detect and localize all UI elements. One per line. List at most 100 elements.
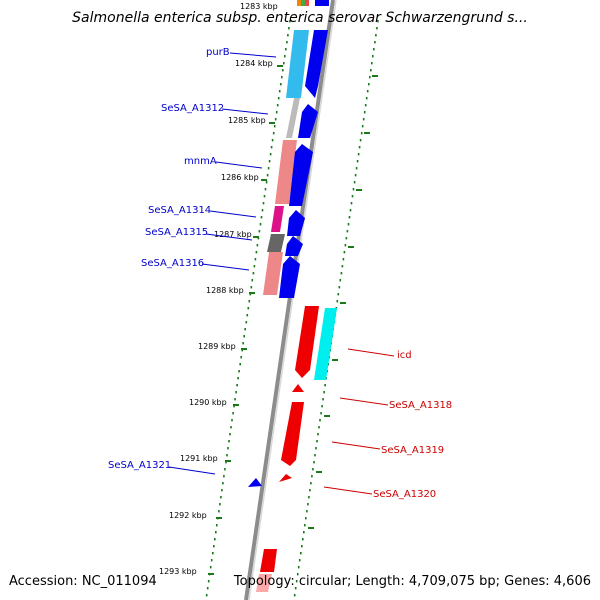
label-SeSA_A1319[interactable]: SeSA_A1319 bbox=[381, 445, 444, 456]
feature-cds-SeSA_A1312[interactable] bbox=[298, 104, 318, 138]
feature-cog-purB[interactable] bbox=[286, 30, 309, 98]
track-dot bbox=[372, 55, 374, 58]
track-dot bbox=[219, 503, 221, 506]
feature-cog-SeSA_A1314[interactable] bbox=[271, 206, 284, 232]
track-dot bbox=[345, 237, 348, 240]
feature-cds-icd[interactable] bbox=[295, 306, 319, 378]
feature-cog-SeSA_A1315[interactable] bbox=[267, 234, 285, 252]
track-dot bbox=[307, 503, 309, 506]
scale-label-partial: 1283 kbp bbox=[240, 2, 278, 11]
track-dot bbox=[376, 27, 378, 30]
cog-track-forward bbox=[263, 30, 309, 295]
track-dot bbox=[260, 216, 263, 219]
feature-cds-mnmA[interactable] bbox=[289, 144, 313, 206]
track-dot bbox=[281, 76, 283, 79]
track-dot bbox=[371, 62, 373, 65]
track-dot bbox=[311, 475, 313, 478]
track-dot bbox=[300, 552, 302, 555]
topology-text: Topology: circular; Length: 4,709,075 bp… bbox=[233, 574, 591, 589]
track-dot bbox=[228, 440, 230, 443]
label-SeSA_A1320[interactable]: SeSA_A1320 bbox=[373, 489, 436, 500]
track-dot bbox=[231, 419, 233, 422]
track-dot bbox=[316, 440, 318, 443]
track-dot bbox=[337, 293, 340, 296]
track-dot bbox=[355, 167, 358, 170]
feature-cds-SeSA_A1315[interactable] bbox=[285, 236, 303, 256]
scale-label: 1289 kbp bbox=[198, 342, 236, 351]
track-dot bbox=[226, 454, 228, 457]
track-dot bbox=[373, 48, 375, 51]
track-dot bbox=[352, 188, 355, 191]
label-mnmA[interactable]: mnmA bbox=[184, 156, 217, 167]
track-dot bbox=[303, 531, 305, 534]
feature-cds-SeSA_A1319[interactable] bbox=[281, 402, 304, 466]
scale-tick: 1286 kbp bbox=[221, 173, 267, 182]
track-dot bbox=[206, 587, 209, 590]
track-dot bbox=[309, 489, 311, 492]
track-dot bbox=[336, 300, 339, 303]
label-SeSA_A1321[interactable]: SeSA_A1321 bbox=[108, 460, 171, 471]
track-dot bbox=[235, 391, 237, 394]
label-purB[interactable]: purB bbox=[206, 47, 230, 58]
track-dot bbox=[255, 251, 258, 254]
feature-cds-SeSA_A1318[interactable] bbox=[292, 384, 304, 392]
track-dot bbox=[342, 258, 345, 261]
feature-cds-SeSA_A1320[interactable] bbox=[279, 474, 292, 482]
track-dot bbox=[286, 41, 288, 44]
label-SeSA_A1315[interactable]: SeSA_A1315 bbox=[145, 227, 208, 238]
feature-cds-SeSA_A1314[interactable] bbox=[287, 210, 305, 236]
label-icd[interactable]: icd bbox=[397, 350, 412, 361]
track-dot bbox=[341, 265, 344, 268]
dotted-track-lines bbox=[205, 20, 379, 597]
track-dot bbox=[280, 83, 282, 86]
feature-cds-SeSA_A1321[interactable] bbox=[248, 478, 262, 487]
backbone-line bbox=[244, 0, 335, 600]
track-dot bbox=[375, 34, 377, 37]
track-dot bbox=[313, 461, 315, 464]
track-dot bbox=[265, 181, 268, 184]
track-dot bbox=[259, 223, 262, 226]
scale-label: 1293 kbp bbox=[159, 567, 197, 576]
track-dot bbox=[366, 90, 369, 93]
track-dot bbox=[245, 321, 248, 324]
track-dot bbox=[278, 90, 281, 93]
track-dot bbox=[212, 552, 214, 555]
scale-label: 1286 kbp bbox=[221, 173, 259, 182]
feature-cog-mnmA[interactable] bbox=[275, 140, 297, 204]
track-dot bbox=[315, 447, 317, 450]
scale-tick: 1292 kbp bbox=[169, 511, 222, 520]
track-dot bbox=[308, 496, 310, 499]
scale-tick: 1285 kbp bbox=[228, 116, 275, 125]
feature-cds-SeSA_A1316[interactable] bbox=[279, 256, 300, 298]
track-dot bbox=[314, 454, 316, 457]
track-dot bbox=[348, 216, 351, 219]
label-SeSA_A1316[interactable]: SeSA_A1316 bbox=[141, 258, 204, 269]
feature-cds-bottom-red[interactable] bbox=[260, 549, 277, 572]
track-dot bbox=[263, 195, 266, 198]
track-dot bbox=[319, 419, 321, 422]
track-dot bbox=[344, 244, 347, 247]
track-dot bbox=[377, 20, 379, 23]
track-dot bbox=[268, 160, 271, 163]
label-SeSA_A1314[interactable]: SeSA_A1314 bbox=[148, 205, 211, 216]
track-dot bbox=[258, 230, 261, 233]
scale-tick: 1284 kbp bbox=[235, 59, 283, 68]
track-dot bbox=[275, 111, 278, 114]
feature-cds-bottom-pink[interactable] bbox=[256, 574, 272, 592]
feature-cog-SeSA_A1316[interactable] bbox=[263, 252, 283, 295]
feature-cds-purB[interactable] bbox=[305, 30, 328, 98]
track-dot bbox=[293, 594, 296, 597]
track-dot bbox=[223, 475, 225, 478]
cds-track-reverse bbox=[256, 306, 337, 592]
track-dot bbox=[305, 517, 307, 520]
backbone-highlight bbox=[248, 0, 337, 600]
track-dot bbox=[364, 104, 367, 107]
label-SeSA_A1318[interactable]: SeSA_A1318 bbox=[389, 400, 452, 411]
label-SeSA_A1312[interactable]: SeSA_A1312 bbox=[161, 103, 224, 114]
feature-cog-icd[interactable] bbox=[314, 308, 337, 380]
track-dot bbox=[343, 251, 346, 254]
track-dot bbox=[240, 356, 242, 359]
reverse-feature-labels: icd SeSA_A1318 SeSA_A1319 SeSA_A1320 bbox=[323, 348, 452, 500]
track-dot bbox=[241, 349, 243, 352]
feature-cog-SeSA_A1312[interactable] bbox=[286, 98, 300, 138]
